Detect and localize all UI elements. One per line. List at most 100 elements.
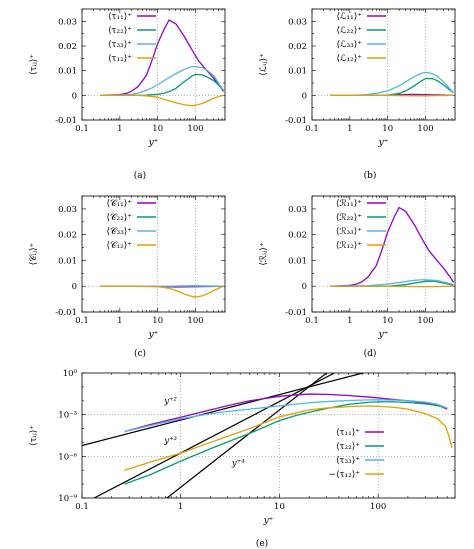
x-tick-label: 1 xyxy=(117,316,122,326)
chart-panel-a: 0.1 1 10 100 -0.01 0 0.01 0.02 0.03 y⁺ ⟨τᵢⱼ⟩⁺ (a) ⟨τ… xyxy=(29,8,226,181)
y-tick-label: 0.01 xyxy=(288,67,307,77)
y-tick-label: 10⁻⁶ xyxy=(58,452,77,462)
slope-annotation: y⁺² xyxy=(163,396,177,406)
reference-line xyxy=(166,373,327,498)
x-axis-label: y⁺ xyxy=(378,330,389,340)
y-tick-label: 10⁰ xyxy=(63,369,78,379)
y-tick-label: 0 xyxy=(302,282,307,292)
panel-caption: (b) xyxy=(364,170,377,181)
legend-label: ⟨𝒞₁₁⟩⁺ xyxy=(106,199,132,209)
y-tick-label: 0.03 xyxy=(288,17,307,27)
y-tick-label: 0 xyxy=(72,282,77,292)
series-line-1 xyxy=(330,206,455,287)
axes-frame xyxy=(81,8,226,121)
x-tick-label: 100 xyxy=(187,316,203,326)
y-tick-label: 10⁻³ xyxy=(58,411,77,421)
y-tick-label: 0.01 xyxy=(288,256,307,266)
x-tick-label: 10 xyxy=(382,124,393,134)
series-line-2 xyxy=(124,401,448,485)
x-tick-label: 100 xyxy=(417,316,433,326)
y-axis-label: ⟨𝒞ᵢⱼ⟩⁺ xyxy=(29,242,39,265)
y-tick-label: 10⁻⁹ xyxy=(58,494,77,504)
legend-label: ⟨τ₂₂⟩⁺ xyxy=(108,26,132,36)
chart-panel-d: 0.1 1 10 100 -0.01 0 0.01 0.02 0.03 y⁺ ⟨ℛᵢⱼ⟩⁺ (d) ⟨ℛ… xyxy=(259,195,456,359)
x-axis-label: y⁺ xyxy=(263,516,274,526)
chart-panel-e: 0.1 1 10 100 10⁻⁹ 10⁻⁶ 10⁻³ 10⁰ y⁺ ⟨τᵢⱼ⟩⁺ (e) y⁺² y⁺… xyxy=(29,369,456,549)
y-axis-label: ⟨ℒᵢⱼ⟩⁺ xyxy=(259,53,269,76)
panel-caption: (d) xyxy=(364,348,377,359)
axes-frame xyxy=(311,8,456,121)
legend-label: ⟨ℛ₂₂⟩⁺ xyxy=(336,213,362,223)
series-line-4 xyxy=(124,405,453,471)
slope-annotation: y⁺³ xyxy=(163,436,177,446)
x-tick-label: 1 xyxy=(347,124,352,134)
series-line-4 xyxy=(100,285,224,298)
legend-label: ⟨τ₁₁⟩⁺ xyxy=(336,428,360,438)
series-line-2 xyxy=(330,77,454,96)
reference-line xyxy=(92,373,335,498)
y-tick-label: 0.02 xyxy=(58,42,77,52)
series-line-3 xyxy=(100,65,225,96)
x-tick-label: 100 xyxy=(417,124,433,134)
x-tick-label: 100 xyxy=(187,124,203,134)
x-tick-label: 1 xyxy=(117,124,122,134)
reference-line xyxy=(82,373,364,447)
y-axis-label: ⟨ℛᵢⱼ⟩⁺ xyxy=(259,242,269,265)
x-tick-label: 0.1 xyxy=(75,502,89,512)
y-tick-label: 0 xyxy=(302,91,307,101)
x-tick-label: 100 xyxy=(370,502,386,512)
y-tick-label: 0.02 xyxy=(288,42,307,52)
series-line-3 xyxy=(330,279,454,287)
panel-caption: (e) xyxy=(256,538,268,549)
series-line-2 xyxy=(100,73,225,96)
y-axis-label: ⟨τᵢⱼ⟩⁺ xyxy=(29,425,39,446)
x-tick-label: 10 xyxy=(152,124,163,134)
series-line-4 xyxy=(100,94,224,107)
legend-label: ⟨τ₁₁⟩⁺ xyxy=(108,12,132,22)
y-tick-label: -0.01 xyxy=(285,116,307,126)
legend-label: ⟨τ₃₃⟩⁺ xyxy=(336,456,360,466)
y-tick-label: 0.02 xyxy=(288,231,307,241)
legend-label: ⟨ℒ₃₃⟩⁺ xyxy=(337,40,363,50)
legend-label: −⟨τ₁₂⟩⁺ xyxy=(328,470,360,480)
x-axis-label: y⁺ xyxy=(148,138,159,148)
x-tick-label: 1 xyxy=(347,316,352,326)
legend-label: ⟨𝒞₂₂⟩⁺ xyxy=(106,213,132,223)
legend-label: ⟨𝒞₃₃⟩⁺ xyxy=(106,227,132,237)
legend-label: ⟨τ₂₂⟩⁺ xyxy=(336,442,360,452)
y-tick-label: 0.03 xyxy=(58,205,77,215)
series-line-3 xyxy=(124,399,448,433)
y-tick-label: 0 xyxy=(72,91,77,101)
y-tick-label: -0.01 xyxy=(285,308,307,318)
chart-panel-c: 0.1 1 10 100 -0.01 0 0.01 0.02 0.03 y⁺ ⟨𝒞ᵢⱼ⟩⁺ (c) ⟨𝒞… xyxy=(29,195,226,359)
x-tick-label: 0.1 xyxy=(75,316,89,326)
y-tick-label: 0.01 xyxy=(58,256,77,266)
legend-label: ⟨ℛ₃₃⟩⁺ xyxy=(336,227,362,237)
y-tick-label: -0.01 xyxy=(55,308,77,318)
slope-annotation: y⁺⁴ xyxy=(231,458,245,468)
x-tick-label: 10 xyxy=(382,316,393,326)
series-line-3 xyxy=(330,71,455,96)
legend-label: ⟨𝒞₁₂⟩⁺ xyxy=(106,241,132,251)
x-tick-label: 10 xyxy=(152,316,163,326)
legend-label: ⟨τ₃₃⟩⁺ xyxy=(108,40,132,50)
y-tick-label: 0.03 xyxy=(58,17,77,27)
legend-label: ⟨ℛ₁₁⟩⁺ xyxy=(336,199,362,209)
x-tick-label: 0.1 xyxy=(305,316,319,326)
axes-frame xyxy=(311,195,456,313)
y-tick-label: 0.02 xyxy=(58,231,77,241)
axes-frame xyxy=(81,195,226,313)
panel-caption: (c) xyxy=(134,348,146,359)
series-line-4 xyxy=(330,285,454,288)
x-axis-label: y⁺ xyxy=(378,138,389,148)
x-tick-label: 1 xyxy=(178,502,183,512)
x-axis-label: y⁺ xyxy=(148,330,159,340)
axes-frame xyxy=(81,372,456,499)
x-tick-label: 0.1 xyxy=(75,124,89,134)
x-tick-label: 0.1 xyxy=(305,124,319,134)
series-line-4 xyxy=(330,94,454,97)
y-tick-label: 0.01 xyxy=(58,67,77,77)
y-axis-label: ⟨τᵢⱼ⟩⁺ xyxy=(29,54,39,75)
legend-label: ⟨ℛ₁₂⟩⁺ xyxy=(336,241,362,251)
